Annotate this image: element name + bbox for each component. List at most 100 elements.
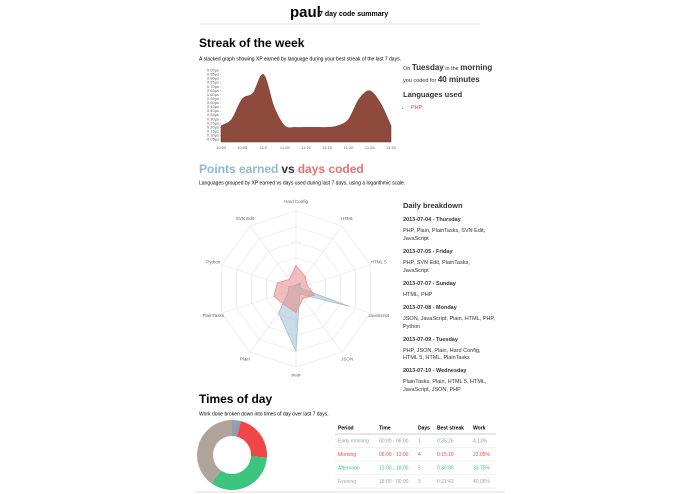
table-cell: 4 [418, 452, 421, 458]
breakdown-title: Daily breakdown [403, 201, 463, 210]
y-tick-label: 0.50µs [207, 100, 219, 105]
languages-title: Languages used [403, 89, 463, 99]
y-tick-label: 0.75µs [207, 80, 219, 85]
user: paul [290, 4, 321, 21]
table-cell: Early morning [338, 438, 369, 444]
pie-slice [211, 456, 267, 490]
subtitle: 7 day code summary [319, 11, 388, 18]
radar-area [273, 264, 316, 313]
table-cell: 18:00 - 00:00 [379, 479, 409, 485]
x-tick-label: 10:55 [237, 145, 248, 150]
title-part: days coded [298, 162, 364, 176]
axis-label: Python [206, 259, 221, 264]
axis-label: JSON [341, 357, 353, 362]
table-cell: 06:00 - 12:00 [379, 452, 409, 458]
breakdown-languages: PHP, Plain, PlainTasks, SVN Edit, JavaSc… [403, 227, 486, 242]
streak-summary: On Tuesday in the morning you coded for … [403, 62, 495, 113]
x-tick-label: 11:20 [344, 145, 354, 150]
section-title: Times of day [199, 392, 272, 406]
y-tick-label: 0.70µs [207, 84, 219, 89]
x-tick-label: 11:30 [386, 145, 396, 150]
text: On [403, 66, 411, 72]
x-tick-label: 11:0 [260, 145, 268, 150]
y-tick-label: 0.55µs [207, 96, 219, 101]
y-tick-label: 0.25µs [207, 120, 219, 125]
language: PHP [411, 105, 495, 113]
table-header: Time [379, 425, 391, 431]
table-cell: 0:30:06 [437, 465, 454, 471]
axis-label: Hard Config [284, 199, 309, 204]
table-cell: 33.75% [473, 465, 491, 471]
y-tick-label: 0.65µs [207, 88, 219, 93]
breakdown-date: 2013-07-08 - Monday [403, 304, 457, 311]
daily-breakdown: Daily breakdown 2013-07-04 - Thursday PHP… [403, 197, 495, 395]
description: Work done broken down into times of day … [199, 411, 329, 417]
table-header: Best streak [437, 425, 464, 431]
breakdown-date: 2013-07-04 - Thursday [403, 216, 461, 223]
y-tick-label: 0.60µs [207, 92, 219, 97]
y-tick-label: 0.10µs [207, 133, 219, 138]
breakdown-date: 2013-07-09 - Tuesday [403, 336, 458, 343]
x-tick-label: 11:10 [301, 145, 311, 150]
y-tick-label: 0.90µs [207, 68, 219, 73]
breakdown-languages: HTML, PHP [403, 291, 433, 298]
table-cell: Morning [338, 452, 356, 458]
breakdown-languages: PlainTasks, Plain, HTML 5, HTML, JavaScr… [403, 379, 487, 394]
section-title: Streak of the week [199, 36, 305, 50]
table-header: Days [418, 425, 430, 431]
y-tick-label: 0.05µs [207, 137, 219, 142]
table-header: Work [473, 425, 486, 431]
table-cell: 40.08% [473, 479, 491, 485]
x-tick-label: 11:15 [322, 145, 332, 150]
table-cell: 00:00 - 06:00 [379, 438, 409, 444]
table-cell: 0:21:42 [437, 479, 454, 485]
languages: PHP [411, 105, 495, 113]
axis-label: PlainTasks [203, 313, 225, 318]
table-cell: 5 [418, 465, 421, 471]
table-cell: 4.13% [473, 438, 488, 444]
period: morning [460, 63, 493, 72]
y-tick-label: 0.80µs [207, 76, 219, 81]
x-tick-label: 10:50 [216, 145, 227, 150]
table-header: Period [338, 425, 354, 431]
table-cell: 5 [418, 479, 421, 485]
table-cell: Evening [338, 479, 356, 485]
x-tick-label: 11:25 [365, 145, 375, 150]
table-cell: 1 [418, 438, 421, 444]
y-tick-label: 0.15µs [207, 128, 219, 133]
pie-slice [236, 421, 267, 458]
table-cell: 0:35:26 [437, 438, 454, 444]
area [220, 74, 392, 143]
duration: 40 minutes [437, 74, 480, 84]
breakdown-date: 2013-07-10 - Wednesday [403, 368, 467, 375]
breakdown-languages: PHP, SVN Edit, PlainTasks, JavaScript [403, 259, 470, 274]
y-tick-label: 0.40µs [207, 108, 219, 113]
axis-label: HTML [341, 216, 354, 221]
y-tick-label: 0.45µs [207, 104, 219, 109]
axis-label: SVN Edit [236, 216, 255, 221]
breakdown-languages: PHP, JSON, Plain, Hard Config, HTML 5, H… [403, 347, 481, 362]
axis-label: PHP [291, 373, 300, 378]
x-tick-label: 11:05 [280, 145, 290, 150]
axis-label: Plain [240, 357, 251, 362]
pie-slice [197, 420, 232, 484]
table-cell: Afternoon [338, 465, 360, 471]
radar-spoke [295, 264, 371, 290]
axis-label: HTML 5 [371, 259, 387, 264]
description: A stacked graph showing XP earned by lan… [199, 56, 401, 62]
breakdown-date: 2013-07-07 - Sunday [403, 280, 456, 287]
title-part: Points earned [199, 162, 278, 176]
description: Languages grouped by XP earned vs days u… [199, 180, 405, 186]
y-tick-label: 0.85µs [207, 72, 219, 77]
radar-spoke [295, 288, 343, 353]
breakdown-date: 2013-07-05 - Friday [403, 248, 453, 255]
y-tick-label: 0.35µs [207, 112, 219, 117]
y-tick-label: 0.20µs [207, 124, 219, 129]
y-tick-label: 0.30µs [207, 116, 219, 121]
text: you coded for [403, 77, 437, 84]
table-cell: 0:15:19 [437, 452, 454, 458]
table-cell: 22.05% [473, 452, 491, 458]
day: Tuesday [411, 63, 444, 72]
